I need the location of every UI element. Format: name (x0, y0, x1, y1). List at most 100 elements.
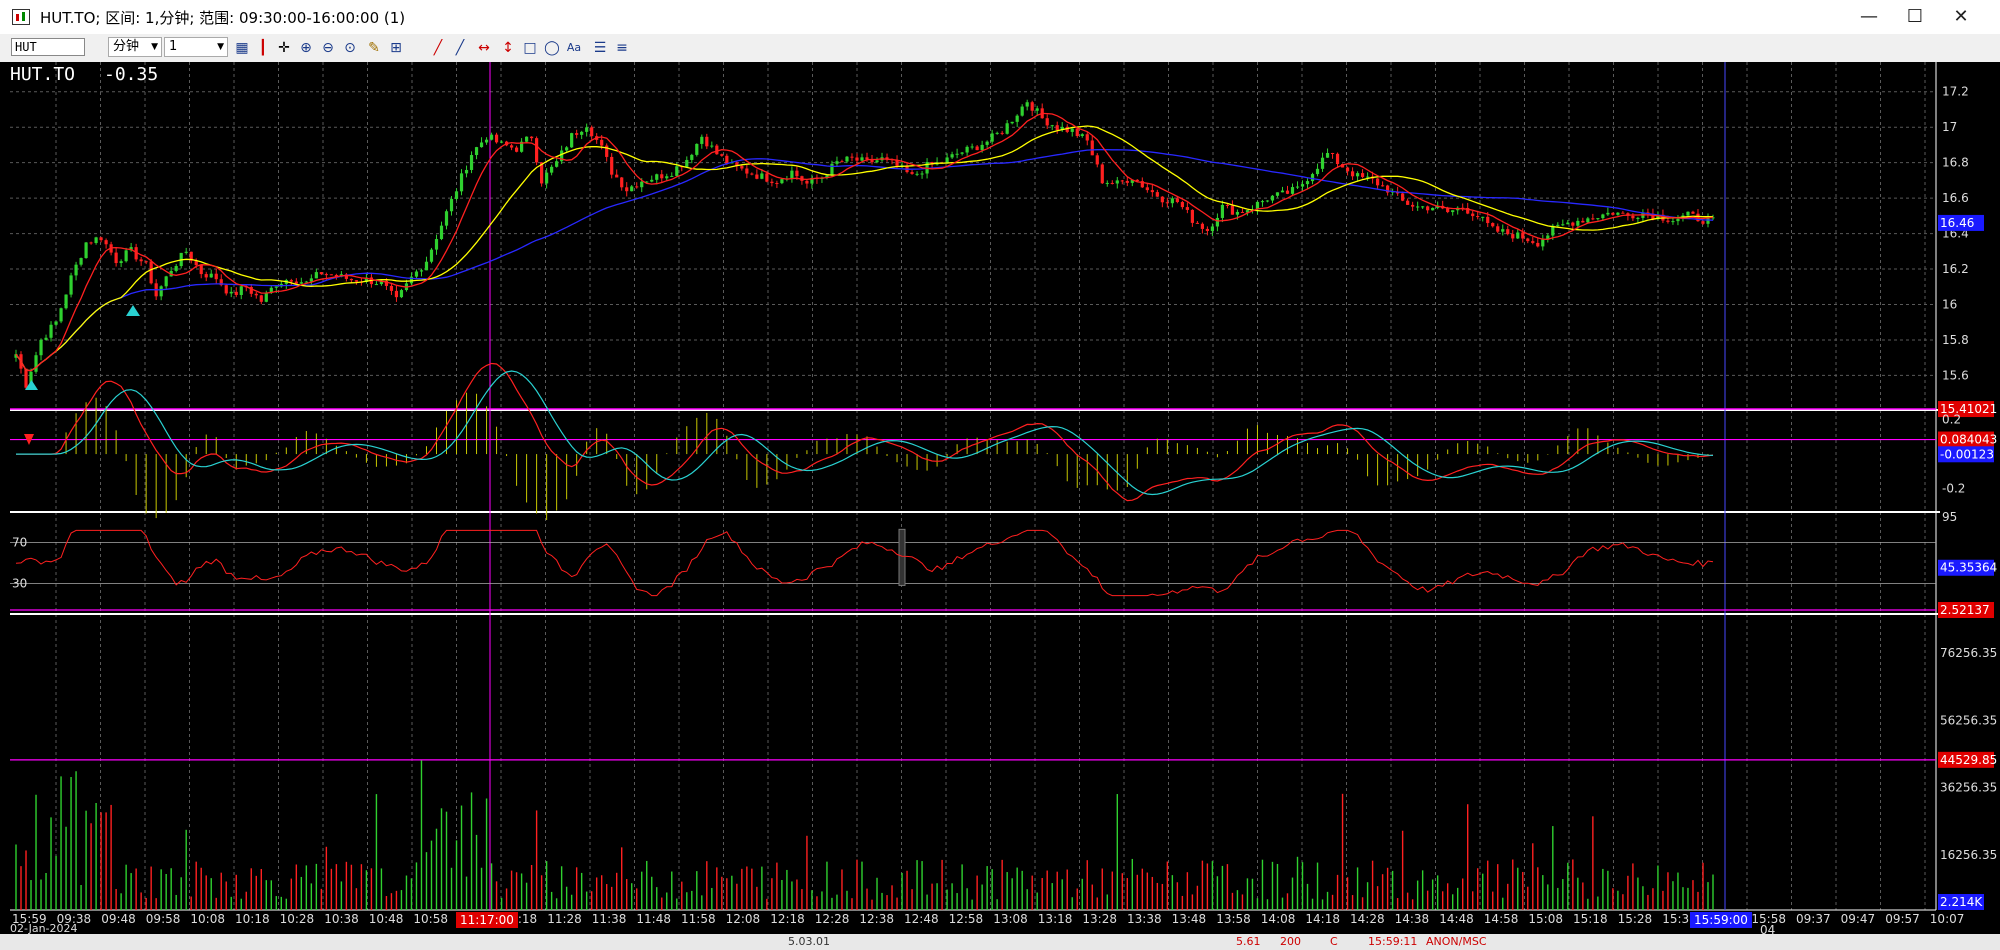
candle-body (800, 176, 804, 181)
candle-body (1195, 222, 1199, 224)
candle-body (830, 163, 834, 176)
hline-price-label-box (1938, 401, 1994, 418)
macd-dea-line (16, 370, 1714, 496)
candle-body (1536, 242, 1540, 247)
zoom-out-icon[interactable]: ⊖ (322, 40, 334, 56)
candle-body (519, 141, 524, 152)
candle-body (24, 368, 28, 388)
sell-signal-marker (24, 434, 34, 445)
candle-body (499, 141, 504, 143)
zoom-fit-icon[interactable]: ⊙ (344, 40, 356, 56)
candle-body (1060, 126, 1064, 130)
candle-body (1406, 200, 1410, 205)
rectangle-icon[interactable]: □ (523, 40, 537, 56)
candle-body (1576, 220, 1580, 226)
app-icon (12, 9, 30, 25)
candle-body (810, 177, 814, 184)
candle-body (269, 287, 273, 293)
calculator-icon[interactable]: ▦ (235, 40, 249, 56)
candle-body (630, 186, 634, 192)
crosshair-icon[interactable]: ✛ (278, 40, 290, 56)
candle-body (1055, 125, 1059, 130)
candle-body (675, 166, 679, 176)
candle-body (1080, 134, 1084, 137)
candle-body (575, 133, 579, 135)
candle-body (1280, 190, 1285, 193)
candle-body (1015, 115, 1019, 122)
candle-body (1240, 211, 1245, 213)
line-icon[interactable]: ╱ (455, 40, 465, 56)
candle-body (1110, 182, 1114, 184)
candle-body (309, 278, 313, 282)
time-tick-label: 14:58 (1484, 912, 1519, 926)
price-tick-label: 17 (1942, 120, 1957, 134)
grid-icon[interactable]: ☰ (593, 40, 607, 56)
rsi-line (15, 529, 1714, 597)
candle-body (94, 237, 98, 244)
candle-body (484, 139, 489, 143)
candle-body (1305, 181, 1310, 185)
chart-edit-icon[interactable]: ✎ (368, 40, 380, 56)
candlestick-series (14, 99, 1715, 445)
horizontal-ray-icon[interactable]: ↔ (478, 40, 490, 56)
period-select-value: 分钟 (113, 39, 140, 54)
trendline-icon[interactable]: ╱ (433, 40, 443, 56)
buy-signal-marker (25, 380, 38, 390)
candle-body (394, 290, 399, 298)
candle-body (1210, 226, 1215, 231)
candle-body (319, 272, 323, 275)
time-tick-label: 11:28 (547, 912, 582, 926)
candle-body (1115, 180, 1119, 184)
volume-tick-label: 76256.35 (1940, 646, 1997, 660)
candle-body (1300, 184, 1305, 187)
candle-body (139, 259, 143, 262)
candle-body (1335, 153, 1340, 165)
rsi-value-label-box (1938, 559, 1994, 576)
add-icon[interactable]: ⊞ (390, 40, 402, 56)
status-item: 5.03.01 (788, 935, 830, 948)
period-select[interactable]: 分钟 ▼ (108, 37, 162, 57)
time-tick-label: 10:08 (190, 912, 225, 926)
candle-body (560, 150, 564, 162)
chart-canvas[interactable]: 17.21716.816.616.416.21615.815.616.4615.… (0, 62, 2000, 934)
interval-select[interactable]: 1 ▼ (164, 37, 228, 57)
candle-body (670, 175, 674, 177)
time-tick-label: 10:38 (324, 912, 359, 926)
volume-tick-label: 16256.35 (1940, 848, 1997, 862)
candle-body (1275, 192, 1280, 196)
candle-body (1381, 185, 1385, 187)
hline-price-label: 15.41021 (1940, 402, 1997, 416)
candle-body (1030, 102, 1034, 111)
crosshair-time-box (456, 912, 518, 928)
candle-body (1290, 187, 1295, 194)
candle-body (199, 265, 203, 275)
symbol-input[interactable]: HUT (11, 38, 85, 56)
vertical-line-icon[interactable]: ↕ (502, 40, 514, 56)
candle-body (189, 251, 193, 261)
candle-body (409, 276, 414, 284)
rsi-level-label: 70 (12, 536, 27, 550)
close-button[interactable]: ✕ (1953, 6, 1969, 27)
candle-body (429, 249, 434, 262)
time-tick-label: 15:28 (1618, 912, 1653, 926)
candle-body (194, 260, 198, 266)
candlestick-icon[interactable]: ┃ (258, 40, 268, 56)
maximize-button[interactable]: ☐ (1906, 6, 1924, 27)
candle-body (775, 183, 779, 185)
candle-body (249, 287, 253, 294)
candle-body (910, 172, 914, 174)
macd-value-label: -0.00123 (1940, 447, 1994, 461)
minimize-button[interactable]: — (1860, 6, 1878, 27)
candle-body (489, 134, 494, 140)
candle-body (1421, 206, 1425, 208)
candle-body (1285, 190, 1290, 194)
candle-body (1245, 210, 1250, 213)
time-tick-label: 13:08 (993, 912, 1028, 926)
ellipse-icon[interactable]: ◯ (544, 40, 560, 56)
candle-body (64, 294, 68, 309)
text-icon[interactable]: Aa (566, 41, 582, 54)
lines-icon[interactable]: ≡ (616, 40, 628, 56)
candle-body (434, 239, 439, 250)
candle-body (1666, 220, 1670, 222)
zoom-in-icon[interactable]: ⊕ (300, 40, 312, 56)
